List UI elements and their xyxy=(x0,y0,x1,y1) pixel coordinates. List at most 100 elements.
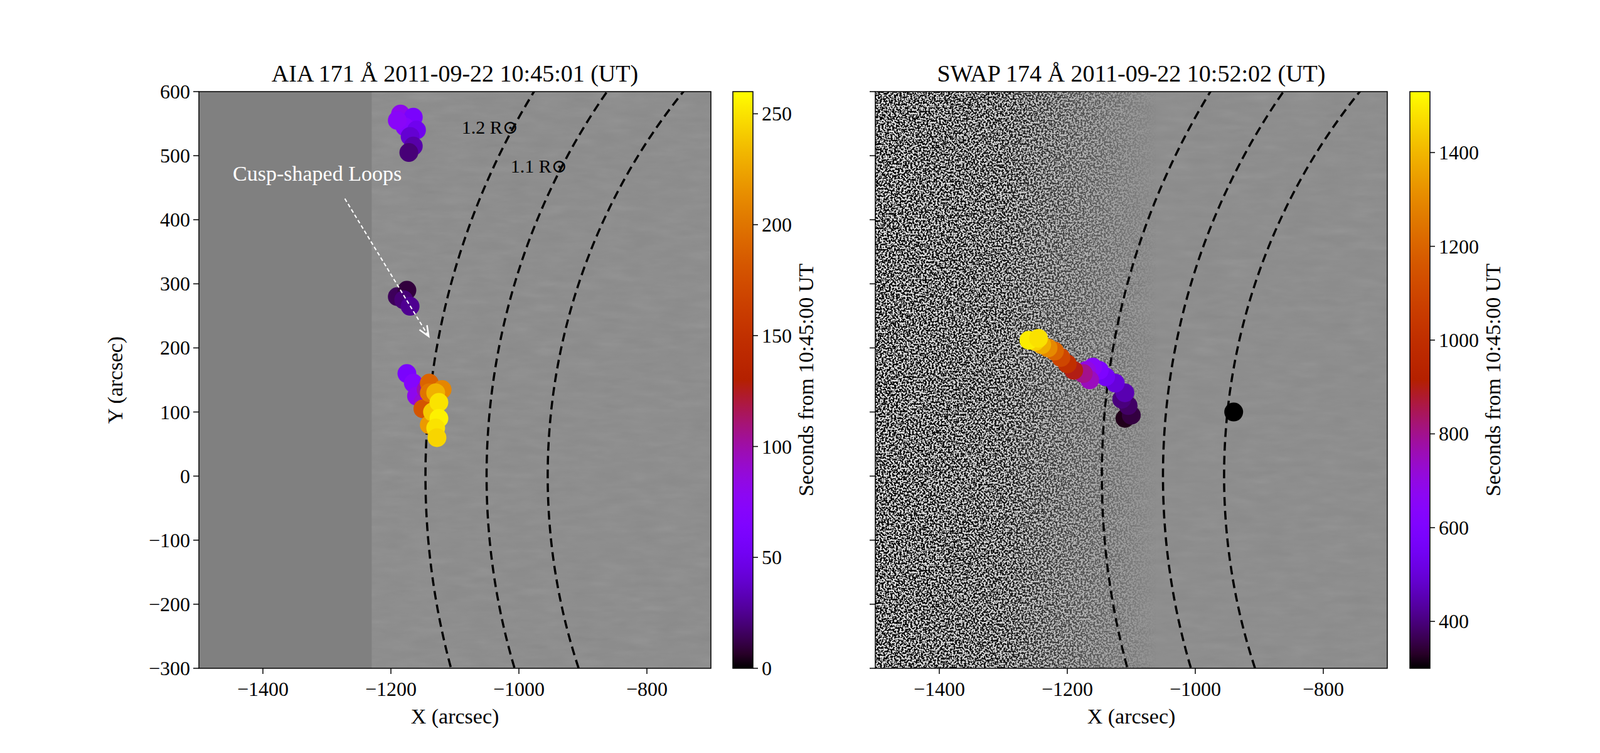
x-tick xyxy=(518,668,520,674)
radius-circle xyxy=(1162,91,1388,669)
y-tick xyxy=(193,539,199,541)
x-tick-label: −800 xyxy=(1302,677,1344,701)
colorbar-tick-label: 800 xyxy=(1438,422,1469,445)
colorbar-tick xyxy=(752,335,758,337)
radius-circles xyxy=(425,91,711,669)
colorbar-tick xyxy=(1429,151,1435,154)
y-tick xyxy=(869,411,876,413)
colorbar-tick xyxy=(752,557,758,559)
x-tick-label: −1000 xyxy=(493,677,545,701)
x-tick-label: −1400 xyxy=(913,677,966,701)
y-tick-label: 200 xyxy=(160,336,191,359)
radius-circle xyxy=(1101,91,1388,669)
radius-circle xyxy=(425,91,711,669)
colorbar-tick xyxy=(1429,621,1435,623)
image-texture xyxy=(875,91,1388,669)
y-tick-label: −200 xyxy=(148,592,191,616)
y-tick-label: 400 xyxy=(160,208,191,231)
colorbar-tick xyxy=(752,113,758,115)
radius-circles xyxy=(1101,91,1388,669)
x-tick-label: −1200 xyxy=(1041,677,1094,701)
image-texture xyxy=(198,91,711,669)
y-tick xyxy=(193,154,199,157)
y-tick xyxy=(193,283,199,285)
y-tick xyxy=(193,218,199,221)
colorbar-label: Seconds from 10:45:00 UT xyxy=(794,263,818,497)
colorbar-tick-label: 50 xyxy=(761,545,782,569)
y-tick-label: −100 xyxy=(148,528,191,552)
y-tick-label: 100 xyxy=(160,400,191,424)
panel-1: 1.1 R⊙1.2 R⊙Cusp-shaped Loops−1400−1200−… xyxy=(103,0,1600,753)
colorbar xyxy=(1409,91,1430,669)
y-tick xyxy=(193,603,199,605)
y-tick xyxy=(193,667,199,669)
plot-frame xyxy=(875,91,1388,669)
x-tick xyxy=(1066,668,1068,674)
x-tick xyxy=(262,668,264,674)
colorbar-tick xyxy=(752,667,758,669)
plot-frame xyxy=(198,91,711,669)
y-tick xyxy=(193,90,199,93)
x-tick xyxy=(1322,668,1324,674)
colorbar-tick-label: 400 xyxy=(1438,609,1469,633)
annotation: Cusp-shaped Loops xyxy=(232,161,402,186)
y-tick xyxy=(869,218,876,221)
image-background xyxy=(875,91,1388,669)
noise-light xyxy=(875,91,1388,669)
y-tick xyxy=(869,154,876,157)
colorbar xyxy=(732,91,753,669)
x-tick-label: −800 xyxy=(626,677,668,701)
colorbar-tick xyxy=(1429,245,1435,248)
x-axis-label: X (arcsec) xyxy=(1087,704,1176,729)
colorbar-tick xyxy=(752,446,758,448)
image-ground xyxy=(198,91,711,669)
point xyxy=(399,143,419,162)
image-noise xyxy=(875,91,1388,669)
colorbar-tick-label: 200 xyxy=(761,213,792,236)
arrow-head xyxy=(419,325,430,337)
radius-label: 1.1 R⊙ xyxy=(510,155,568,177)
y-tick xyxy=(193,475,199,477)
points xyxy=(1019,328,1243,428)
x-tick xyxy=(646,668,648,674)
point xyxy=(429,392,449,412)
point xyxy=(1224,402,1243,422)
y-tick xyxy=(869,347,876,349)
radius-circle xyxy=(547,91,711,669)
radius-label: 1.2 R⊙ xyxy=(461,116,519,138)
colorbar-tick xyxy=(1429,527,1435,529)
y-tick-label: 0 xyxy=(180,464,191,488)
x-tick-label: −1000 xyxy=(1169,677,1222,701)
y-tick-label: 300 xyxy=(160,272,191,295)
y-tick-label: 600 xyxy=(160,80,191,103)
y-tick xyxy=(869,539,876,541)
colorbar-tick-label: 600 xyxy=(1438,516,1469,539)
colorbar-tick xyxy=(1429,433,1435,435)
point xyxy=(427,427,447,447)
y-axis-label: Y (arcsec) xyxy=(103,336,128,424)
point xyxy=(387,111,407,130)
panel-2: −1400 −1200 −1000 −800 SWAP 174 Å 2011-09-22… xyxy=(869,0,1600,753)
colorbar-tick-label: 100 xyxy=(761,435,792,459)
x-tick xyxy=(1194,668,1196,674)
colorbar-tick-label: 250 xyxy=(761,102,792,125)
x-tick-label: −1200 xyxy=(365,677,417,701)
y-tick xyxy=(869,283,876,285)
radius-circle xyxy=(486,91,711,669)
x-axis-label: X (arcsec) xyxy=(410,704,500,729)
colorbar-tick-label: 1400 xyxy=(1438,141,1479,164)
colorbar-label: Seconds from 10:45:00 UT xyxy=(1481,263,1505,497)
colorbar-tick-label: 0 xyxy=(761,656,772,680)
y-tick xyxy=(193,411,199,413)
radius-circle xyxy=(1224,91,1388,669)
annotation-arrow xyxy=(345,198,430,337)
y-tick xyxy=(193,347,199,349)
title: SWAP 174 Å 2011-09-22 10:52:02 (UT) xyxy=(937,60,1326,88)
colorbar-tick xyxy=(752,224,758,226)
noise-dark xyxy=(875,91,1388,669)
y-tick-label: 500 xyxy=(160,144,191,167)
y-tick-label: −300 xyxy=(148,656,191,680)
x-tick-label: −1400 xyxy=(237,677,289,701)
y-tick xyxy=(869,90,876,93)
colorbar-tick-label: 150 xyxy=(761,324,792,347)
